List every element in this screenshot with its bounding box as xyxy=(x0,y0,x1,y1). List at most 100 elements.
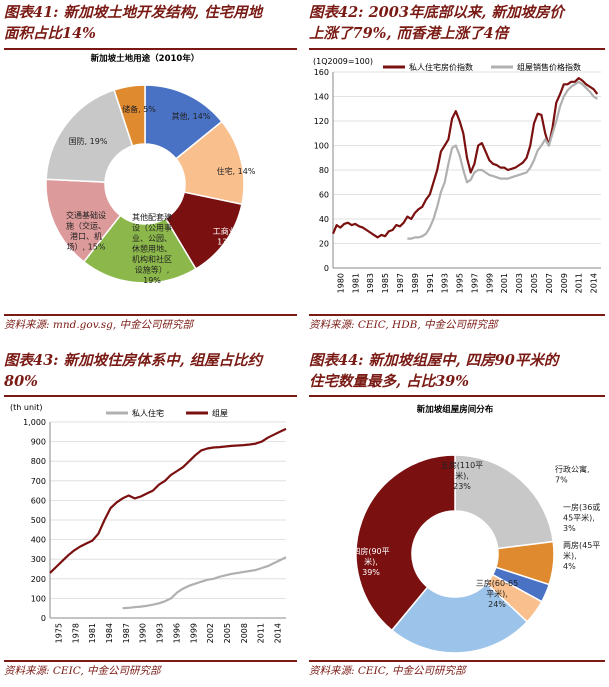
slice-label-line: 港口、机 xyxy=(70,231,102,241)
y-tick-label: 140 xyxy=(314,93,329,102)
slice-label-line: 米), xyxy=(364,557,378,567)
y-tick-label: 120 xyxy=(314,117,329,126)
y-tick-label: 40 xyxy=(319,215,329,224)
x-tick-label: 1975 xyxy=(54,623,63,643)
panel-42-chart: (1Q2009=100) 0 20 40 60 80 100 120 140 160 1980 198… xyxy=(313,57,601,293)
slice-label-line: 工商业, xyxy=(213,226,240,236)
y-tick-label: 80 xyxy=(319,166,329,175)
x-tick-label: 1995 xyxy=(456,273,465,293)
slice-label-line: 三房(60-65 xyxy=(476,578,518,588)
slice-label-line: 4% xyxy=(563,562,576,571)
panel-41-chart: 新加坡土地用途（2010年） 其他, 14% 住宅, 14% 工商业, 13% 其他配套建… xyxy=(45,53,256,285)
panel-44-title-line1: 图表44: 新加坡组屋中, 四房90平米的 xyxy=(309,352,559,369)
y-tick-label: 200 xyxy=(31,575,46,584)
y-tick-label: 1,000 xyxy=(23,418,46,427)
slice-label: 其他配套建设（公用事业、公园、休憩用地、机构和社区设施等）, 19% xyxy=(132,212,172,285)
x-tick-label: 1990 xyxy=(139,623,148,643)
x-tick-label: 1981 xyxy=(88,623,97,643)
legend-label: 私人住宅 xyxy=(132,408,164,418)
slice-label-line: 3% xyxy=(563,524,576,533)
x-tick-label: 2011 xyxy=(257,623,266,643)
slice-label-line: 交通基础设 xyxy=(66,210,106,220)
panel-42-source: 资料来源: CEIC, HDB, 中金公司研究部 xyxy=(309,319,498,331)
y-tick-label: 160 xyxy=(314,68,329,77)
x-tick-label: 1987 xyxy=(122,623,131,643)
x-tick-label: 2002 xyxy=(206,623,215,643)
legend-label: 组屋 xyxy=(212,408,228,418)
panel-42-title-line1: 图表42: 2003年底部以来, 新加坡房价 xyxy=(309,4,565,21)
slice-label-line: 设施等）, xyxy=(135,265,170,275)
slice-label-line: 储备, 5% xyxy=(122,104,156,114)
slice-label-line: 场）, 15% xyxy=(67,243,106,252)
slice-label: 储备, 5% xyxy=(122,104,156,114)
slice-label: 其他, 14% xyxy=(172,111,211,121)
slice-label-line: 一房(36或 xyxy=(563,502,600,512)
panel-41-source: 资料来源: mnd.gov.sg, 中金公司研究部 xyxy=(4,319,194,331)
panel-42-bottom-rule xyxy=(309,314,605,316)
y-tick-label: 900 xyxy=(31,438,46,447)
chart-title: 新加坡土地用途（2010年） xyxy=(91,53,200,64)
panel-42-title-line2: 上涨了79%, 而香港上涨了4倍 xyxy=(309,25,509,42)
x-tick-label: 1993 xyxy=(441,273,450,293)
x-tick-label: 1983 xyxy=(366,273,375,293)
panel-42-title: 图表42: 2003年底部以来, 新加坡房价 上涨了79%, 而香港上涨了4倍 xyxy=(309,2,564,44)
slice-label: 三房(60-65 平米), 24% xyxy=(476,578,518,609)
panel-44-source: 资料来源: CEIC, 中金公司研究部 xyxy=(309,665,466,677)
x-tick-label: 2007 xyxy=(545,273,554,293)
panel-44-title: 图表44: 新加坡组屋中, 四房90平米的 住宅数量最多, 占比39% xyxy=(309,350,558,392)
panel-43-title: 图表43: 新加坡住房体系中, 组屋占比约 80% xyxy=(4,350,262,392)
panel-42-rule xyxy=(309,48,605,50)
slice-label-line: 7% xyxy=(555,476,568,485)
slice-label-line: 五房(110平 xyxy=(441,460,483,470)
slice-label-line: 休憩用地、 xyxy=(132,244,172,254)
panel-44-title-line2: 住宅数量最多, 占比39% xyxy=(309,373,470,390)
slice-label: 行政公寓, 7% xyxy=(555,464,590,485)
x-tick-label: 2014 xyxy=(590,273,599,293)
panel-44-bottom-rule xyxy=(309,660,605,662)
slice-label-line: 19% xyxy=(143,276,161,285)
slice-label-line: 24% xyxy=(488,600,506,609)
series-line xyxy=(407,80,598,240)
slice-label: 四房(90平米), 39% xyxy=(352,546,389,577)
series-line xyxy=(49,427,287,574)
slice-label-line: 两房(45平 xyxy=(563,540,600,550)
y-tick-label: 400 xyxy=(31,536,46,545)
x-tick-label: 2003 xyxy=(515,273,524,293)
x-tick-label: 1987 xyxy=(396,273,405,293)
slice-label-line: 23% xyxy=(453,482,471,491)
x-tick-label: 1991 xyxy=(426,273,435,293)
x-tick-label: 2005 xyxy=(530,273,539,293)
x-tick-label: 2014 xyxy=(274,623,283,643)
pie-slice xyxy=(45,88,134,183)
y-tick-label: 0 xyxy=(41,614,46,623)
slice-label: 住宅, 14% xyxy=(217,166,256,176)
slice-label-line: 其他, 14% xyxy=(172,111,211,121)
panel-41-title-line1: 图表41: 新加坡土地开发结构, 住宅用地 xyxy=(4,4,263,21)
x-tick-label: 2008 xyxy=(240,623,249,643)
slice-label-line: 米), xyxy=(563,551,577,561)
y-tick-label: 800 xyxy=(31,457,46,466)
slice-label-line: 施（交运、 xyxy=(66,221,106,231)
slice-label: 国防, 19% xyxy=(69,136,108,146)
pie-slice xyxy=(82,214,197,284)
slice-label-line: 39% xyxy=(362,568,380,577)
x-tick-label: 1984 xyxy=(105,623,114,643)
y-tick-label: 500 xyxy=(31,516,46,525)
slice-label: 交通基础设施（交运、港口、机场）, 15% xyxy=(66,210,106,252)
y-tick-label: 100 xyxy=(31,594,46,603)
x-tick-label: 2011 xyxy=(575,273,584,293)
y-tick-label: 20 xyxy=(319,240,329,249)
y-axis-label: (1Q2009=100) xyxy=(313,57,373,66)
legend-label: 组屋销售价格指数 xyxy=(517,62,581,72)
legend-label: 私人住宅房价指数 xyxy=(409,62,473,72)
pie-slice xyxy=(113,84,146,147)
panel-43-chart: (th unit) 0 100 200 300 400 500 600 700 800 900 1,0… xyxy=(10,403,287,643)
y-tick-label: 700 xyxy=(31,477,46,486)
chart-title: 新加坡组屋房间分布 xyxy=(417,404,494,415)
slice-label: 工商业, 13% xyxy=(213,226,240,247)
panel-43-bottom-rule xyxy=(4,660,297,662)
x-tick-label: 1981 xyxy=(351,273,360,293)
panel-41-title-line2: 面积占比14% xyxy=(4,25,96,42)
slice-label-line: 其他配套建 xyxy=(132,212,172,222)
slice-label-line: 四房(90平 xyxy=(352,546,389,556)
